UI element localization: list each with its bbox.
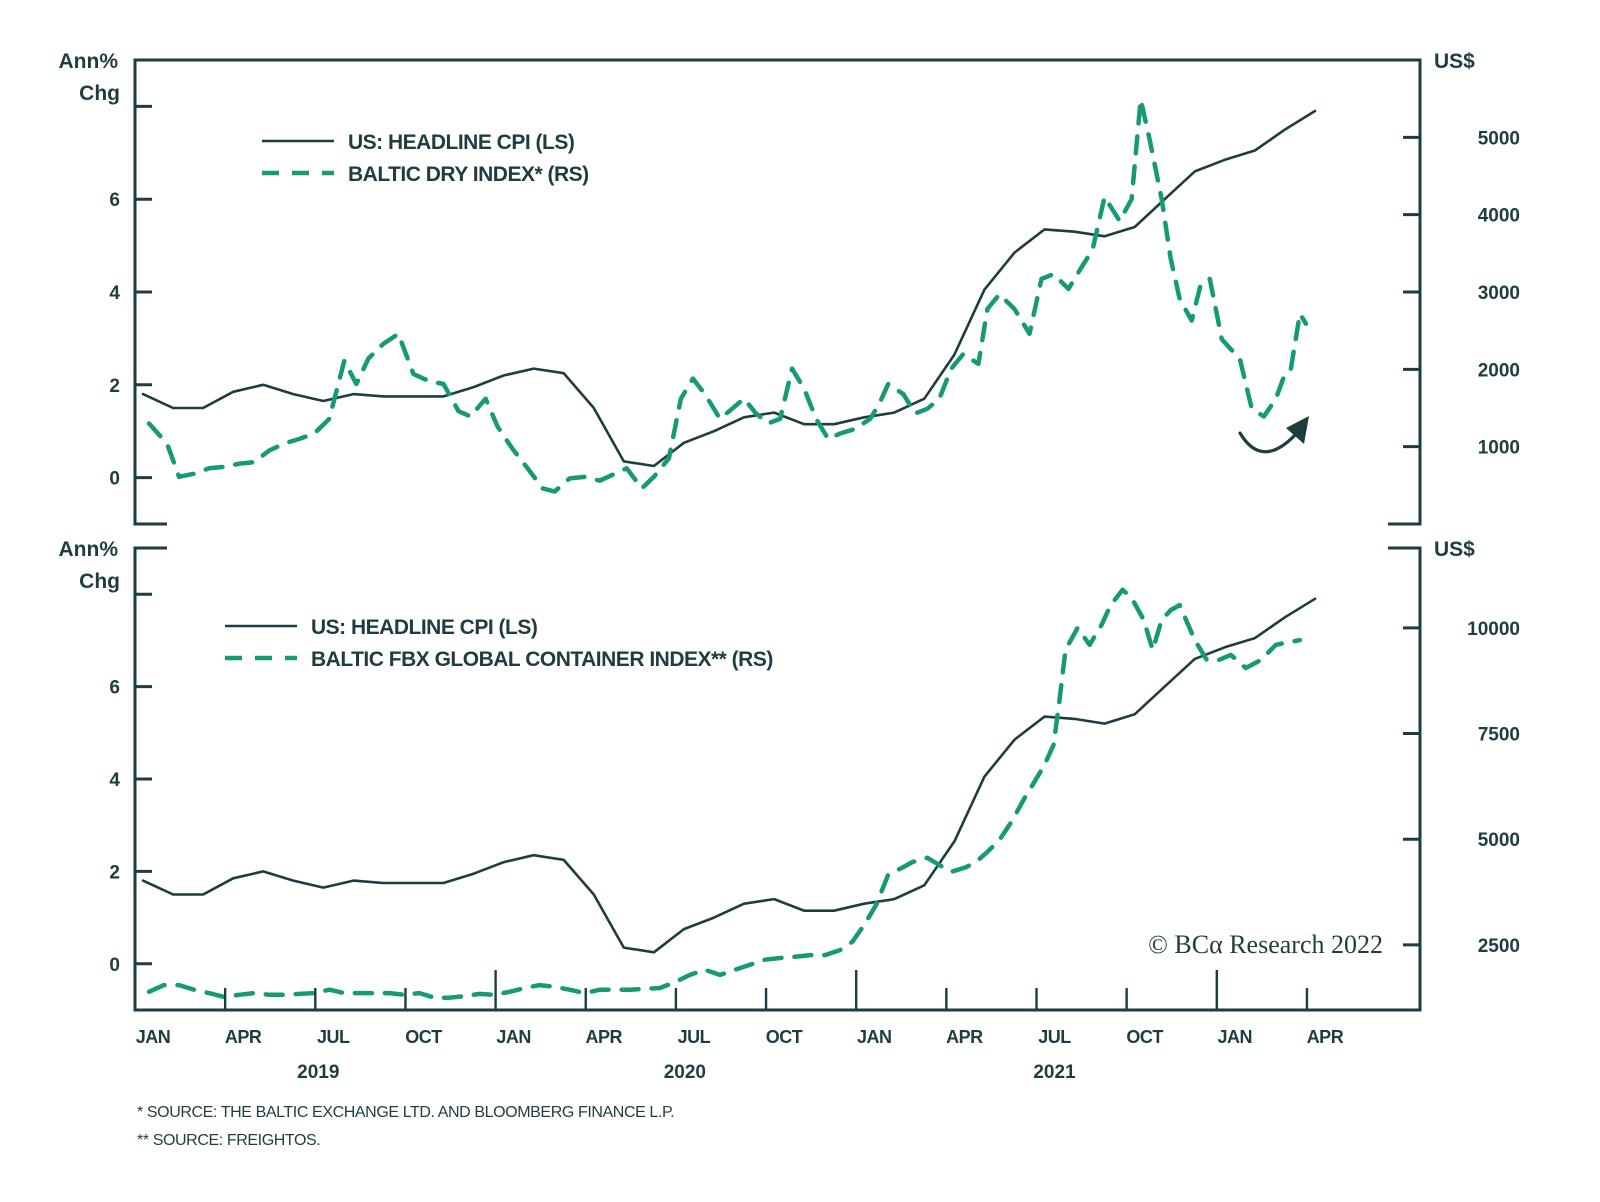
footnote-1: * SOURCE: THE BALTIC EXCHANGE LTD. AND B…	[137, 1104, 674, 1121]
x-tick-label: JUL	[678, 1027, 711, 1047]
left-axis-title-line1: Ann%	[59, 538, 119, 561]
left-tick-label: 0	[109, 469, 120, 490]
legend-label-green: BALTIC DRY INDEX* (RS)	[348, 163, 589, 186]
x-tick-label: APR	[585, 1027, 622, 1047]
left-axis-title-line2: Chg	[79, 82, 120, 105]
left-axis-title-line1: Ann%	[59, 50, 119, 73]
x-year-label: 2020	[664, 1062, 706, 1083]
right-tick-label: 10000	[1467, 619, 1520, 640]
right-axis-title: US$	[1434, 538, 1475, 561]
left-axis-title-line2: Chg	[79, 570, 120, 593]
left-tick-label: 6	[109, 678, 120, 699]
x-tick-label: JAN	[1218, 1027, 1253, 1047]
left-tick-label: 0	[109, 955, 120, 976]
x-tick-label: APR	[225, 1027, 262, 1047]
left-tick-label: 6	[109, 190, 120, 211]
x-axis: JAN APR JUL OCT JAN APR JUL OCT JAN APR JUL OCT JAN A…	[136, 970, 1344, 1083]
baltic-dry-index-line	[146, 97, 1309, 494]
x-tick-label: JAN	[136, 1027, 171, 1047]
x-tick-label: APR	[1307, 1027, 1344, 1047]
legend-label-green: BALTIC FBX GLOBAL CONTAINER INDEX** (RS)	[311, 648, 773, 671]
x-tick-label: OCT	[766, 1027, 803, 1047]
x-tick-label: OCT	[405, 1027, 442, 1047]
bottom-panel: Ann% Chg US$ 0 2 4 6 2500 5000 7500 10000 US: HEADL…	[59, 538, 1520, 1012]
right-tick-label: 5000	[1478, 830, 1520, 851]
left-tick-label: 2	[109, 862, 120, 883]
right-tick-label: 7500	[1478, 725, 1520, 746]
x-tick-label: JAN	[857, 1027, 892, 1047]
right-tick-label: 2500	[1478, 936, 1520, 957]
right-axis-title: US$	[1434, 50, 1475, 73]
top-panel: Ann% Chg US$ 0 2 4 6 1000 2000 3000 4000 5000 US: HE…	[59, 50, 1520, 526]
x-year-label: 2021	[1033, 1062, 1076, 1083]
cpi-line	[141, 597, 1317, 954]
copyright-label: © BCα Research 2022	[1148, 930, 1383, 959]
legend-label-cpi: US: HEADLINE CPI (LS)	[348, 131, 574, 154]
left-tick-label: 4	[109, 770, 120, 791]
cpi-line	[141, 109, 1317, 468]
x-tick-label: JUL	[317, 1027, 350, 1047]
right-tick-label: 1000	[1478, 438, 1520, 459]
x-tick-label: JAN	[496, 1027, 531, 1047]
left-tick-label: 4	[109, 283, 120, 304]
x-year-label: 2019	[297, 1062, 339, 1083]
right-tick-label: 2000	[1478, 360, 1520, 381]
right-tick-label: 5000	[1478, 128, 1520, 149]
x-tick-label: JUL	[1038, 1027, 1071, 1047]
upward-curved-arrow-icon	[1238, 431, 1298, 454]
right-tick-label: 4000	[1478, 206, 1520, 227]
fbx-container-index-line	[146, 587, 1303, 1000]
x-tick-label: APR	[946, 1027, 983, 1047]
footnote-2: ** SOURCE: FREIGHTOS.	[137, 1132, 320, 1149]
left-tick-label: 2	[109, 376, 120, 397]
legend-label-cpi: US: HEADLINE CPI (LS)	[311, 616, 537, 639]
arrow-head-icon	[1286, 416, 1309, 444]
right-tick-label: 3000	[1478, 283, 1520, 304]
x-tick-label: OCT	[1126, 1027, 1163, 1047]
